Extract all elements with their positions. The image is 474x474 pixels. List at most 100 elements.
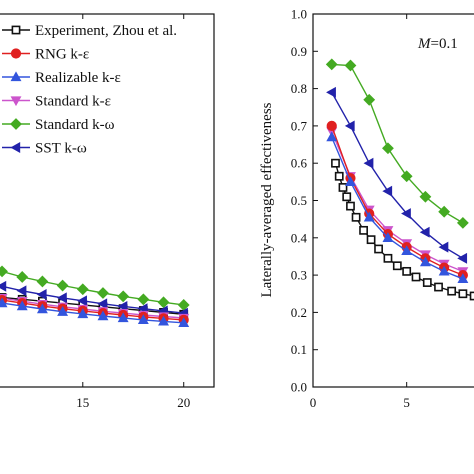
right-y-tick-label: 0.1: [291, 342, 307, 357]
legend-entry-experiment: Experiment, Zhou et al.: [2, 23, 177, 39]
legend-entry-realizable: Realizable k-ε: [2, 70, 121, 86]
right-point-realizable: [438, 265, 450, 276]
left-point-standard_kw: [76, 283, 89, 296]
legend-entry-standard_ke: Standard k-ε: [2, 94, 111, 110]
right-point-experiment: [374, 244, 383, 254]
right-y-tick-label: 0.4: [291, 230, 308, 245]
legend-marker: [10, 71, 22, 82]
right-point-standard_kw: [400, 170, 413, 183]
left-line-standard_ke: [1, 297, 184, 319]
right-series-layer: [325, 58, 474, 301]
legend-marker: [10, 48, 22, 59]
right-y-tick-label: 0.5: [291, 193, 307, 208]
right-point-experiment: [422, 278, 432, 287]
left-point-realizable: [57, 306, 69, 316]
legend: Experiment, Zhou et al. RNG k-ε Realizable…: [2, 23, 177, 157]
right-plot-frame: [312, 13, 474, 388]
legend-marker: [10, 142, 21, 153]
right-y-tick-label: 0.3: [291, 268, 307, 283]
right-y-tick-label: 0.2: [291, 305, 307, 320]
right-point-realizable: [345, 176, 356, 187]
right-point-experiment: [342, 192, 352, 202]
left-point-sst: [56, 292, 67, 304]
right-panel: 0 5 0.0 0.1 0.2 0.3 0.4 0.5 0.6 0.7 0.8 0.9 1.0 Late…: [259, 7, 474, 411]
right-point-sst: [382, 185, 393, 197]
left-panel: 15 20 Experiment, Zhou et al. RNG k-ε Reali…: [0, 13, 215, 410]
left-line-sst: [1, 285, 184, 314]
left-point-realizable: [178, 317, 190, 328]
right-x-tick-label: 5: [403, 395, 410, 410]
legend-marker: [10, 96, 22, 107]
left-point-realizable: [137, 314, 149, 325]
right-line-rng: [331, 125, 464, 276]
right-x-tick-label: 0: [310, 395, 317, 410]
right-line-sst: [331, 91, 464, 259]
legend-label: Experiment, Zhou et al.: [35, 23, 177, 39]
left-point-standard_kw: [16, 271, 29, 283]
right-point-standard_kw: [419, 190, 432, 203]
left-x-axis: 15 20: [76, 14, 190, 410]
right-point-experiment: [392, 261, 402, 271]
right-point-sst: [344, 120, 355, 132]
right-point-sst: [457, 252, 468, 264]
right-point-experiment: [447, 286, 457, 296]
legend-marker: [10, 118, 22, 130]
left-point-realizable: [16, 300, 28, 311]
left-point-standard_kw: [117, 290, 130, 303]
legend-label: Standard k-ε: [35, 94, 111, 110]
y-axis-label: Laterally-averaged effectiveness: [259, 102, 275, 297]
legend-entry-sst: SST k-ω: [2, 141, 87, 157]
left-series-standard_kw: [0, 265, 190, 311]
left-point-sst: [36, 289, 47, 300]
right-point-realizable: [457, 273, 469, 284]
right-point-experiment: [346, 201, 355, 211]
right-y-tick-label: 0.7: [291, 118, 308, 133]
right-point-experiment: [469, 291, 474, 301]
legend-entry-rng: RNG k-ε: [2, 47, 89, 63]
left-point-sst: [117, 300, 128, 312]
mach-annotation-symbol: M: [417, 36, 432, 52]
right-point-experiment: [338, 183, 348, 192]
left-point-sst: [77, 295, 87, 307]
left-plot-frame: [0, 13, 215, 388]
legend-entry-standard_kw: Standard k-ω: [2, 117, 115, 133]
legend-label: Standard k-ω: [35, 117, 115, 133]
right-point-sst: [326, 86, 336, 98]
right-point-experiment: [331, 158, 340, 168]
right-point-sst: [363, 157, 374, 169]
left-point-standard_kw: [137, 293, 150, 306]
left-point-realizable: [97, 310, 109, 321]
mach-annotation-value: =0.1: [431, 36, 458, 52]
left-line-rng: [1, 299, 184, 321]
left-point-realizable: [158, 315, 169, 326]
left-point-realizable: [117, 312, 129, 323]
right-point-standard_kw: [344, 59, 357, 72]
right-point-standard_kw: [438, 205, 451, 218]
left-point-realizable: [77, 308, 89, 319]
left-x-tick-label: 15: [76, 395, 89, 410]
legend-label: Realizable k-ε: [35, 70, 121, 86]
right-point-rng: [326, 120, 337, 132]
right-line-standard_kw: [331, 63, 464, 224]
right-point-realizable: [401, 245, 413, 256]
legend-label: SST k-ω: [35, 141, 87, 157]
left-point-standard_kw: [56, 279, 69, 292]
right-point-sst: [438, 241, 449, 253]
right-point-standard_kw: [325, 58, 338, 71]
right-y-tick-label: 0.9: [291, 44, 307, 59]
right-series-standard_kw: [325, 58, 469, 229]
legend-marker: [11, 25, 21, 35]
left-point-standard_kw: [0, 265, 8, 278]
right-point-experiment: [351, 212, 361, 222]
right-point-experiment: [434, 282, 443, 292]
left-line-experiment: [1, 296, 184, 315]
right-line-experiment: [334, 163, 474, 297]
right-axes-ticks: 0 5 0.0 0.1 0.2 0.3 0.4 0.5 0.6 0.7 0.8 0.9 1.0: [291, 7, 410, 411]
left-series-realizable: [0, 297, 190, 328]
right-point-experiment: [334, 171, 344, 181]
right-point-experiment: [458, 289, 468, 299]
mach-annotation: M=0.1: [417, 36, 458, 52]
legend-label: RNG k-ε: [35, 47, 89, 63]
left-point-standard_kw: [97, 287, 109, 299]
